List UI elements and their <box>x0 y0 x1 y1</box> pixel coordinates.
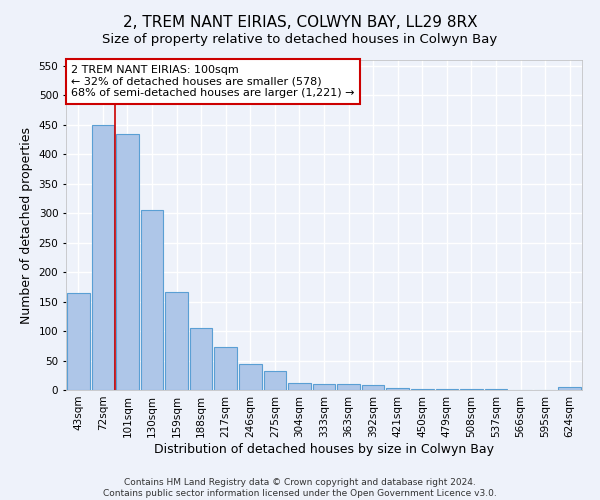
Bar <box>140 210 163 390</box>
Bar <box>214 347 237 390</box>
Text: 2, TREM NANT EIRIAS, COLWYN BAY, LL29 8RX: 2, TREM NANT EIRIAS, COLWYN BAY, LL29 8R… <box>122 15 478 30</box>
X-axis label: Distribution of detached houses by size in Colwyn Bay: Distribution of detached houses by size … <box>154 442 494 456</box>
Bar <box>313 384 335 390</box>
Bar <box>239 364 262 390</box>
Text: 2 TREM NANT EIRIAS: 100sqm
← 32% of detached houses are smaller (578)
68% of sem: 2 TREM NANT EIRIAS: 100sqm ← 32% of deta… <box>71 65 355 98</box>
Bar <box>165 292 188 390</box>
Bar <box>386 388 409 390</box>
Bar <box>337 384 360 390</box>
Bar <box>288 383 311 390</box>
Bar <box>559 387 581 390</box>
Bar <box>92 125 114 390</box>
Bar <box>116 134 139 390</box>
Bar <box>190 328 212 390</box>
Bar <box>411 389 434 390</box>
Y-axis label: Number of detached properties: Number of detached properties <box>20 126 33 324</box>
Text: Size of property relative to detached houses in Colwyn Bay: Size of property relative to detached ho… <box>103 32 497 46</box>
Bar <box>67 294 89 390</box>
Bar <box>362 386 385 390</box>
Bar <box>263 370 286 390</box>
Text: Contains HM Land Registry data © Crown copyright and database right 2024.
Contai: Contains HM Land Registry data © Crown c… <box>103 478 497 498</box>
